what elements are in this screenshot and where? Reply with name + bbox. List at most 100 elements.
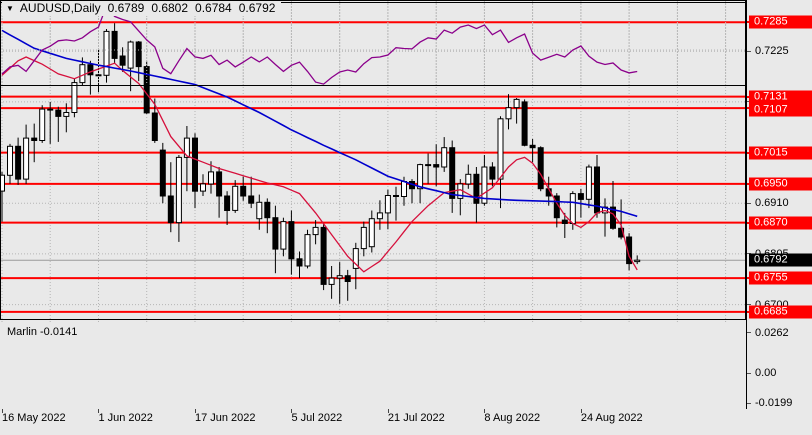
candle-body (248, 195, 255, 204)
candle-body (47, 108, 54, 111)
price-level-label: 0.7285 (749, 15, 812, 29)
candle-body (200, 183, 206, 192)
candle-body (368, 218, 375, 248)
candle-body (288, 221, 295, 260)
date-tick-mark (387, 409, 389, 413)
candle-body (111, 30, 118, 59)
candle-body (135, 41, 142, 68)
indicator-tick-mark (747, 332, 751, 334)
date-tick-mark (484, 409, 486, 413)
indicator-tick-label: 0.0262 (755, 326, 789, 339)
candle-body (7, 145, 13, 176)
indicator-tick-mark (747, 372, 751, 374)
candle-body (336, 275, 343, 279)
candle-body (23, 137, 30, 180)
candle-body (634, 259, 641, 263)
candle-body (360, 226, 367, 250)
candle-body (513, 98, 520, 109)
candle-body (505, 107, 512, 120)
date-tick-mark (580, 409, 582, 413)
candle-body (296, 258, 303, 267)
candle-body (87, 64, 94, 76)
price-tick-mark (747, 304, 751, 306)
candle-body (529, 144, 536, 149)
candle-body (312, 226, 319, 236)
price-tick-label: 0.7225 (755, 45, 789, 58)
date-label: 21 Jul 2022 (387, 412, 445, 424)
candle-body (151, 112, 158, 141)
date-label: 8 Aug 2022 (484, 412, 541, 424)
candle-body (39, 108, 46, 141)
indicator-tick-mark (747, 402, 751, 404)
candle-body (224, 195, 231, 211)
candle-body (71, 82, 78, 113)
candle-body (103, 30, 110, 76)
price-level-label: 0.6685 (749, 305, 812, 319)
price-level-label: 0.6755 (749, 271, 812, 285)
candle-body (537, 147, 544, 190)
date-label: 5 Jul 2022 (291, 412, 343, 424)
chart-title: ▼ AUDUSD,Daily 0.6789 0.6802 0.6784 0.6792 (2, 1, 282, 16)
indicator-name: Marlin (7, 326, 37, 338)
candle-body (521, 101, 528, 146)
candle-body (425, 164, 432, 167)
high-value: 0.6802 (151, 1, 189, 15)
date-tick-mark (194, 409, 196, 413)
indicator-border (0, 0, 746, 86)
main-chart-border (0, 2, 746, 320)
candle-body (561, 219, 568, 225)
candle-body (417, 164, 424, 190)
candle-body (280, 221, 287, 250)
price-level-label: 0.6950 (749, 177, 812, 191)
candle-body (585, 166, 592, 200)
candle-body (481, 166, 488, 204)
price-level-label: 0.7131 (749, 90, 812, 104)
close-value: 0.6792 (238, 1, 276, 15)
current-price-label: 0.6792 (749, 253, 812, 267)
date-tick-mark (2, 409, 3, 413)
candle-body (55, 109, 62, 117)
candle-body (232, 185, 239, 211)
symbol-timeframe-label: AUDUSD,Daily (19, 1, 101, 15)
candle-body (264, 201, 271, 219)
main-price-chart[interactable] (0, 0, 746, 322)
date-tick-mark (98, 409, 100, 413)
candle-body (441, 147, 448, 168)
ma-fast-line (1, 56, 638, 273)
date-label: 17 Jun 2022 (194, 412, 256, 424)
price-tick-mark (747, 202, 751, 204)
price-level-label: 0.7015 (749, 146, 812, 160)
indicator-tick-label: 0.00 (755, 367, 777, 379)
candle-body (328, 277, 335, 285)
candle-body (433, 164, 440, 168)
candle-body (465, 173, 472, 185)
date-tick-mark (291, 409, 293, 413)
candle-body (0, 174, 5, 192)
date-label: 24 Aug 2022 (580, 412, 643, 424)
candle-body (304, 234, 311, 267)
candle-body (401, 181, 407, 197)
price-axis[interactable]: 0.72250.71200.70150.69100.68050.67000.72… (746, 0, 812, 409)
candle-body (449, 147, 456, 199)
candle-body (626, 236, 633, 265)
candle-body (240, 185, 247, 197)
indicator-label: Marlin -0.0141 (7, 326, 77, 338)
low-value: 0.6784 (195, 1, 232, 15)
candle-body (216, 171, 223, 197)
candle-body (15, 145, 22, 180)
candle-body (208, 171, 214, 185)
marlin-line (1, 4, 638, 85)
date-label: 16 May 2022 (2, 412, 66, 424)
symbol-dropdown-icon[interactable]: ▼ (6, 4, 14, 13)
candle-body (159, 149, 166, 197)
candle-body (167, 195, 174, 224)
marlin-indicator-pane[interactable] (0, 0, 746, 86)
candle-body (31, 137, 38, 142)
candle-body (497, 118, 504, 180)
price-level-label: 0.7107 (749, 103, 812, 117)
ma-slow-line (1, 29, 638, 218)
time-axis[interactable]: 16 May 2022 1 Jun 2022 17 Jun 2022 5 Jul 20… (0, 409, 746, 435)
indicator-tick-label: -0.0199 (755, 397, 793, 410)
candle-body (183, 137, 190, 158)
